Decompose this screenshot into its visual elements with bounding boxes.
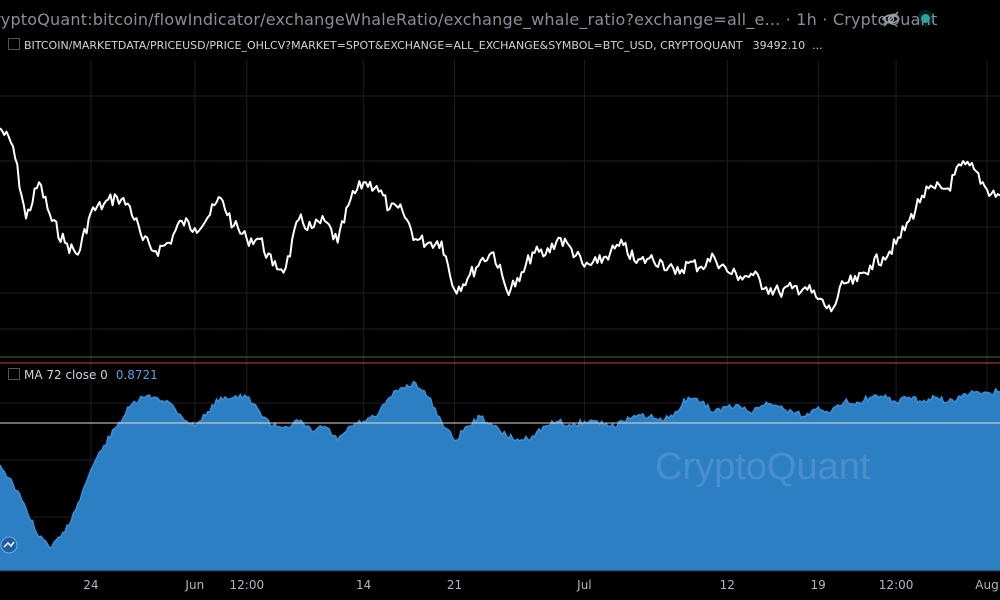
- x-tick-label: 14: [355, 578, 372, 592]
- price-line-series: [0, 127, 1000, 313]
- ma-area-line: [0, 380, 1000, 550]
- x-tick-label: Jun: [185, 578, 205, 592]
- x-tick-label: Jul: [577, 578, 592, 592]
- price-series-label: BITCOIN/MARKETDATA/PRICEUSD/PRICE_OHLCV?…: [24, 39, 743, 52]
- ma-area-series: [0, 380, 1000, 571]
- x-tick-label: 19: [810, 578, 826, 592]
- legend-toggle-icon[interactable]: [8, 38, 20, 50]
- live-status-dot: [921, 14, 930, 23]
- ma-indicator-value: 0.8721: [115, 368, 158, 382]
- ma-indicator-label: MA 72 close 0: [24, 368, 108, 382]
- x-tick-label: 12:00: [878, 578, 914, 592]
- ma-area-fill: [0, 381, 1000, 571]
- watermark-logo: CryptoQuant: [655, 446, 871, 488]
- x-tick-label: Aug: [975, 578, 999, 592]
- eye-off-icon[interactable]: [881, 10, 901, 28]
- x-tick-label: 12: [719, 578, 735, 592]
- price-line: [0, 127, 1000, 313]
- price-series-legend[interactable]: BITCOIN/MARKETDATA/PRICEUSD/PRICE_OHLCV?…: [8, 38, 823, 52]
- x-tick-label: 21: [446, 578, 463, 592]
- x-tick-label: 12:00: [229, 578, 265, 592]
- chart-title: ryptoQuant:bitcoin/flowIndicator/exchang…: [0, 10, 938, 29]
- x-tick-label: 24: [83, 578, 99, 592]
- ma-indicator-legend[interactable]: MA 72 close 0 0.8721: [8, 368, 158, 382]
- legend-more-button[interactable]: ...: [812, 39, 823, 52]
- chart-tool-icon[interactable]: [0, 536, 18, 554]
- chart-header: ryptoQuant:bitcoin/flowIndicator/exchang…: [0, 0, 1000, 36]
- price-series-value: 39492.10: [752, 39, 806, 52]
- legend-toggle-icon[interactable]: [8, 368, 20, 380]
